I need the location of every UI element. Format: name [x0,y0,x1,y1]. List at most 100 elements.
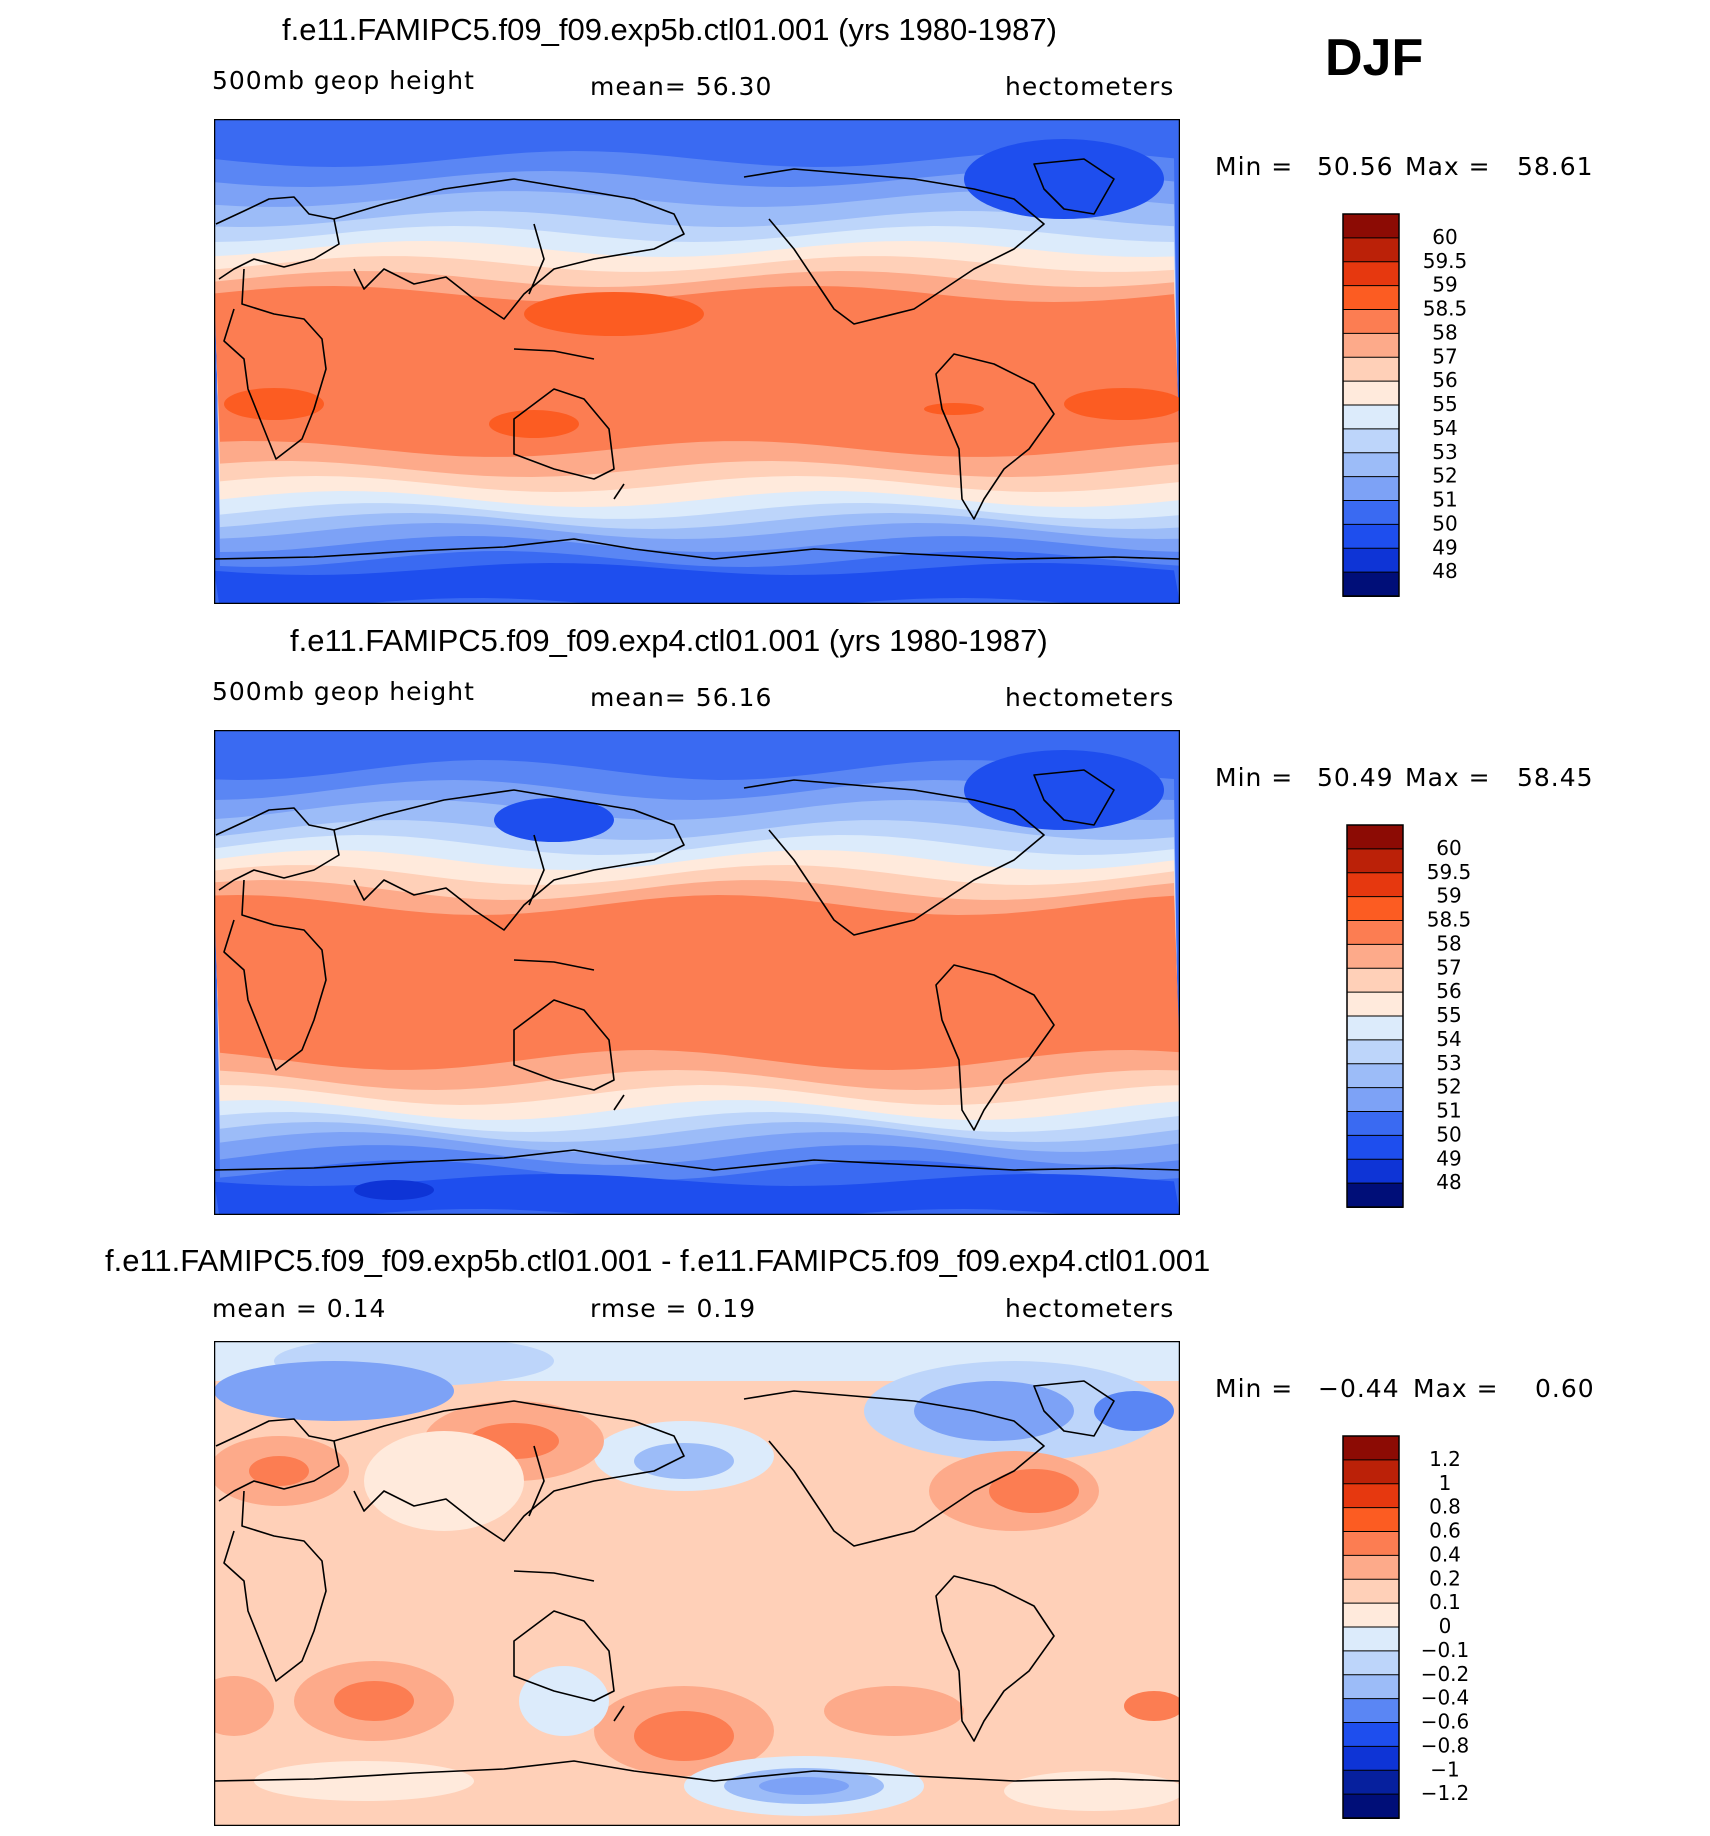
contour-cell [914,1381,1074,1441]
contour-cell [249,1456,309,1486]
panel-3-max-label: Max = [1413,1374,1499,1403]
colorbar-swatch [1346,848,1404,874]
colorbar-swatch [1346,896,1404,922]
panel-1-units-label: hectometers [1005,72,1175,101]
contour-cell [524,292,704,336]
colorbar-tick-label: −0.1 [1421,1638,1470,1662]
panel-2-map [214,730,1180,1215]
panel-1-title: f.e11.FAMIPC5.f09_f09.exp5b.ctl01.001 (y… [282,12,1057,47]
colorbar-swatch [1342,404,1400,430]
coastline [528,223,545,295]
contour-band [214,1174,1180,1215]
colorbar-tick-label: −0.2 [1421,1662,1470,1686]
colorbar-swatch [1342,1531,1400,1557]
panel-2-variable-label: 500mb geop height [212,677,475,706]
colorbar-tick-label: 52 [1436,1075,1461,1099]
colorbar-swatch [1342,428,1400,454]
contour-cell [759,1777,849,1795]
contour-cell [494,798,614,842]
contour-cell [634,1711,734,1761]
colorbar-tick-label: 59.5 [1423,249,1468,273]
colorbar-tick-label: −1.2 [1421,1781,1470,1805]
colorbar-tick-label: 51 [1436,1099,1461,1123]
colorbar-swatch [1342,1483,1400,1509]
coastline [613,1705,625,1722]
panel-2-max-value: 58.45 [1517,763,1594,792]
coastline [223,268,327,460]
colorbar-tick-label: 56 [1432,368,1457,392]
colorbar-swatch [1346,1134,1404,1161]
colorbar-swatch [1342,1554,1400,1581]
colorbar-tick-label: −0.6 [1421,1710,1470,1734]
panel-2-min-label: Min = [1215,763,1294,792]
season-label: DJF [1325,29,1424,87]
coastline [333,789,685,931]
colorbar-swatch [1342,213,1400,239]
coastline [613,1094,625,1111]
contour-cell [924,403,984,415]
coastline [513,1610,615,1702]
panel-3-map [214,1341,1180,1826]
colorbar-swatch [1342,380,1400,406]
colorbar-swatch [1346,824,1404,850]
colorbar-swatch [1346,1039,1404,1065]
colorbar-swatch [1342,261,1400,287]
coastline [513,959,595,971]
colorbar-tick-label: 51 [1432,488,1457,512]
coastline [528,1445,545,1517]
colorbar-swatch [1342,476,1400,502]
colorbar-swatch [1342,1722,1400,1748]
colorbar-swatch [1346,872,1404,898]
colorbar-swatch [1346,1111,1404,1137]
colorbar-tick-label: 57 [1432,344,1457,368]
panel-1-map [214,119,1180,604]
colorbar-tick-label: 58.5 [1423,297,1468,321]
colorbar-tick-label: 48 [1436,1170,1461,1194]
colorbar-tick-label: 1 [1439,1471,1452,1495]
coastline [1033,1380,1115,1437]
colorbar-swatch [1342,523,1400,550]
colorbar-tick-label: 50 [1432,511,1457,535]
colorbar-swatch [1342,1507,1400,1533]
contour-band [214,563,1180,604]
panel-2-min-value: 50.49 [1317,763,1394,792]
panel-3-colorbar: 1.210.80.60.40.20.10−0.1−0.2−0.4−0.6−0.8… [1342,1435,1470,1819]
panel-2-units-label: hectometers [1005,683,1175,712]
colorbar-swatch [1342,1650,1400,1676]
coastline [935,964,1055,1131]
coastline [513,388,615,480]
colorbar-swatch [1342,285,1400,311]
colorbar-tick-label: 58.5 [1427,908,1472,932]
coastline [214,1760,1180,1782]
colorbar-tick-label: 54 [1436,1027,1461,1051]
coastline [513,348,595,360]
contour-cell [224,388,324,420]
colorbar-swatch [1346,943,1404,970]
colorbar-swatch [1342,309,1400,335]
colorbar-tick-label: 49 [1432,535,1457,559]
coastline [215,1418,340,1502]
contour-cell [1124,1691,1180,1721]
contour-band [214,286,1180,457]
contour-cell [1094,1391,1174,1431]
colorbar-tick-label: 59 [1436,884,1461,908]
contour-cell [634,1443,734,1479]
contour-band [214,895,1180,1070]
colorbar-tick-label: −0.8 [1421,1733,1470,1757]
contour-cell [964,139,1164,219]
colorbar-swatch [1342,547,1400,574]
colorbar-swatch [1342,1459,1400,1485]
colorbar-swatch [1342,500,1400,526]
contour-cell [964,750,1164,830]
contour-cell [354,1180,434,1200]
colorbar-tick-label: 0 [1439,1614,1452,1638]
colorbar-swatch [1346,1182,1404,1208]
colorbar-swatch [1342,1698,1400,1724]
contour-cell [364,1431,524,1531]
coastline [528,834,545,906]
panel-1-min-label: Min = [1215,152,1294,181]
colorbar-swatch [1346,1063,1404,1089]
colorbar-tick-label: 0.8 [1429,1495,1461,1519]
